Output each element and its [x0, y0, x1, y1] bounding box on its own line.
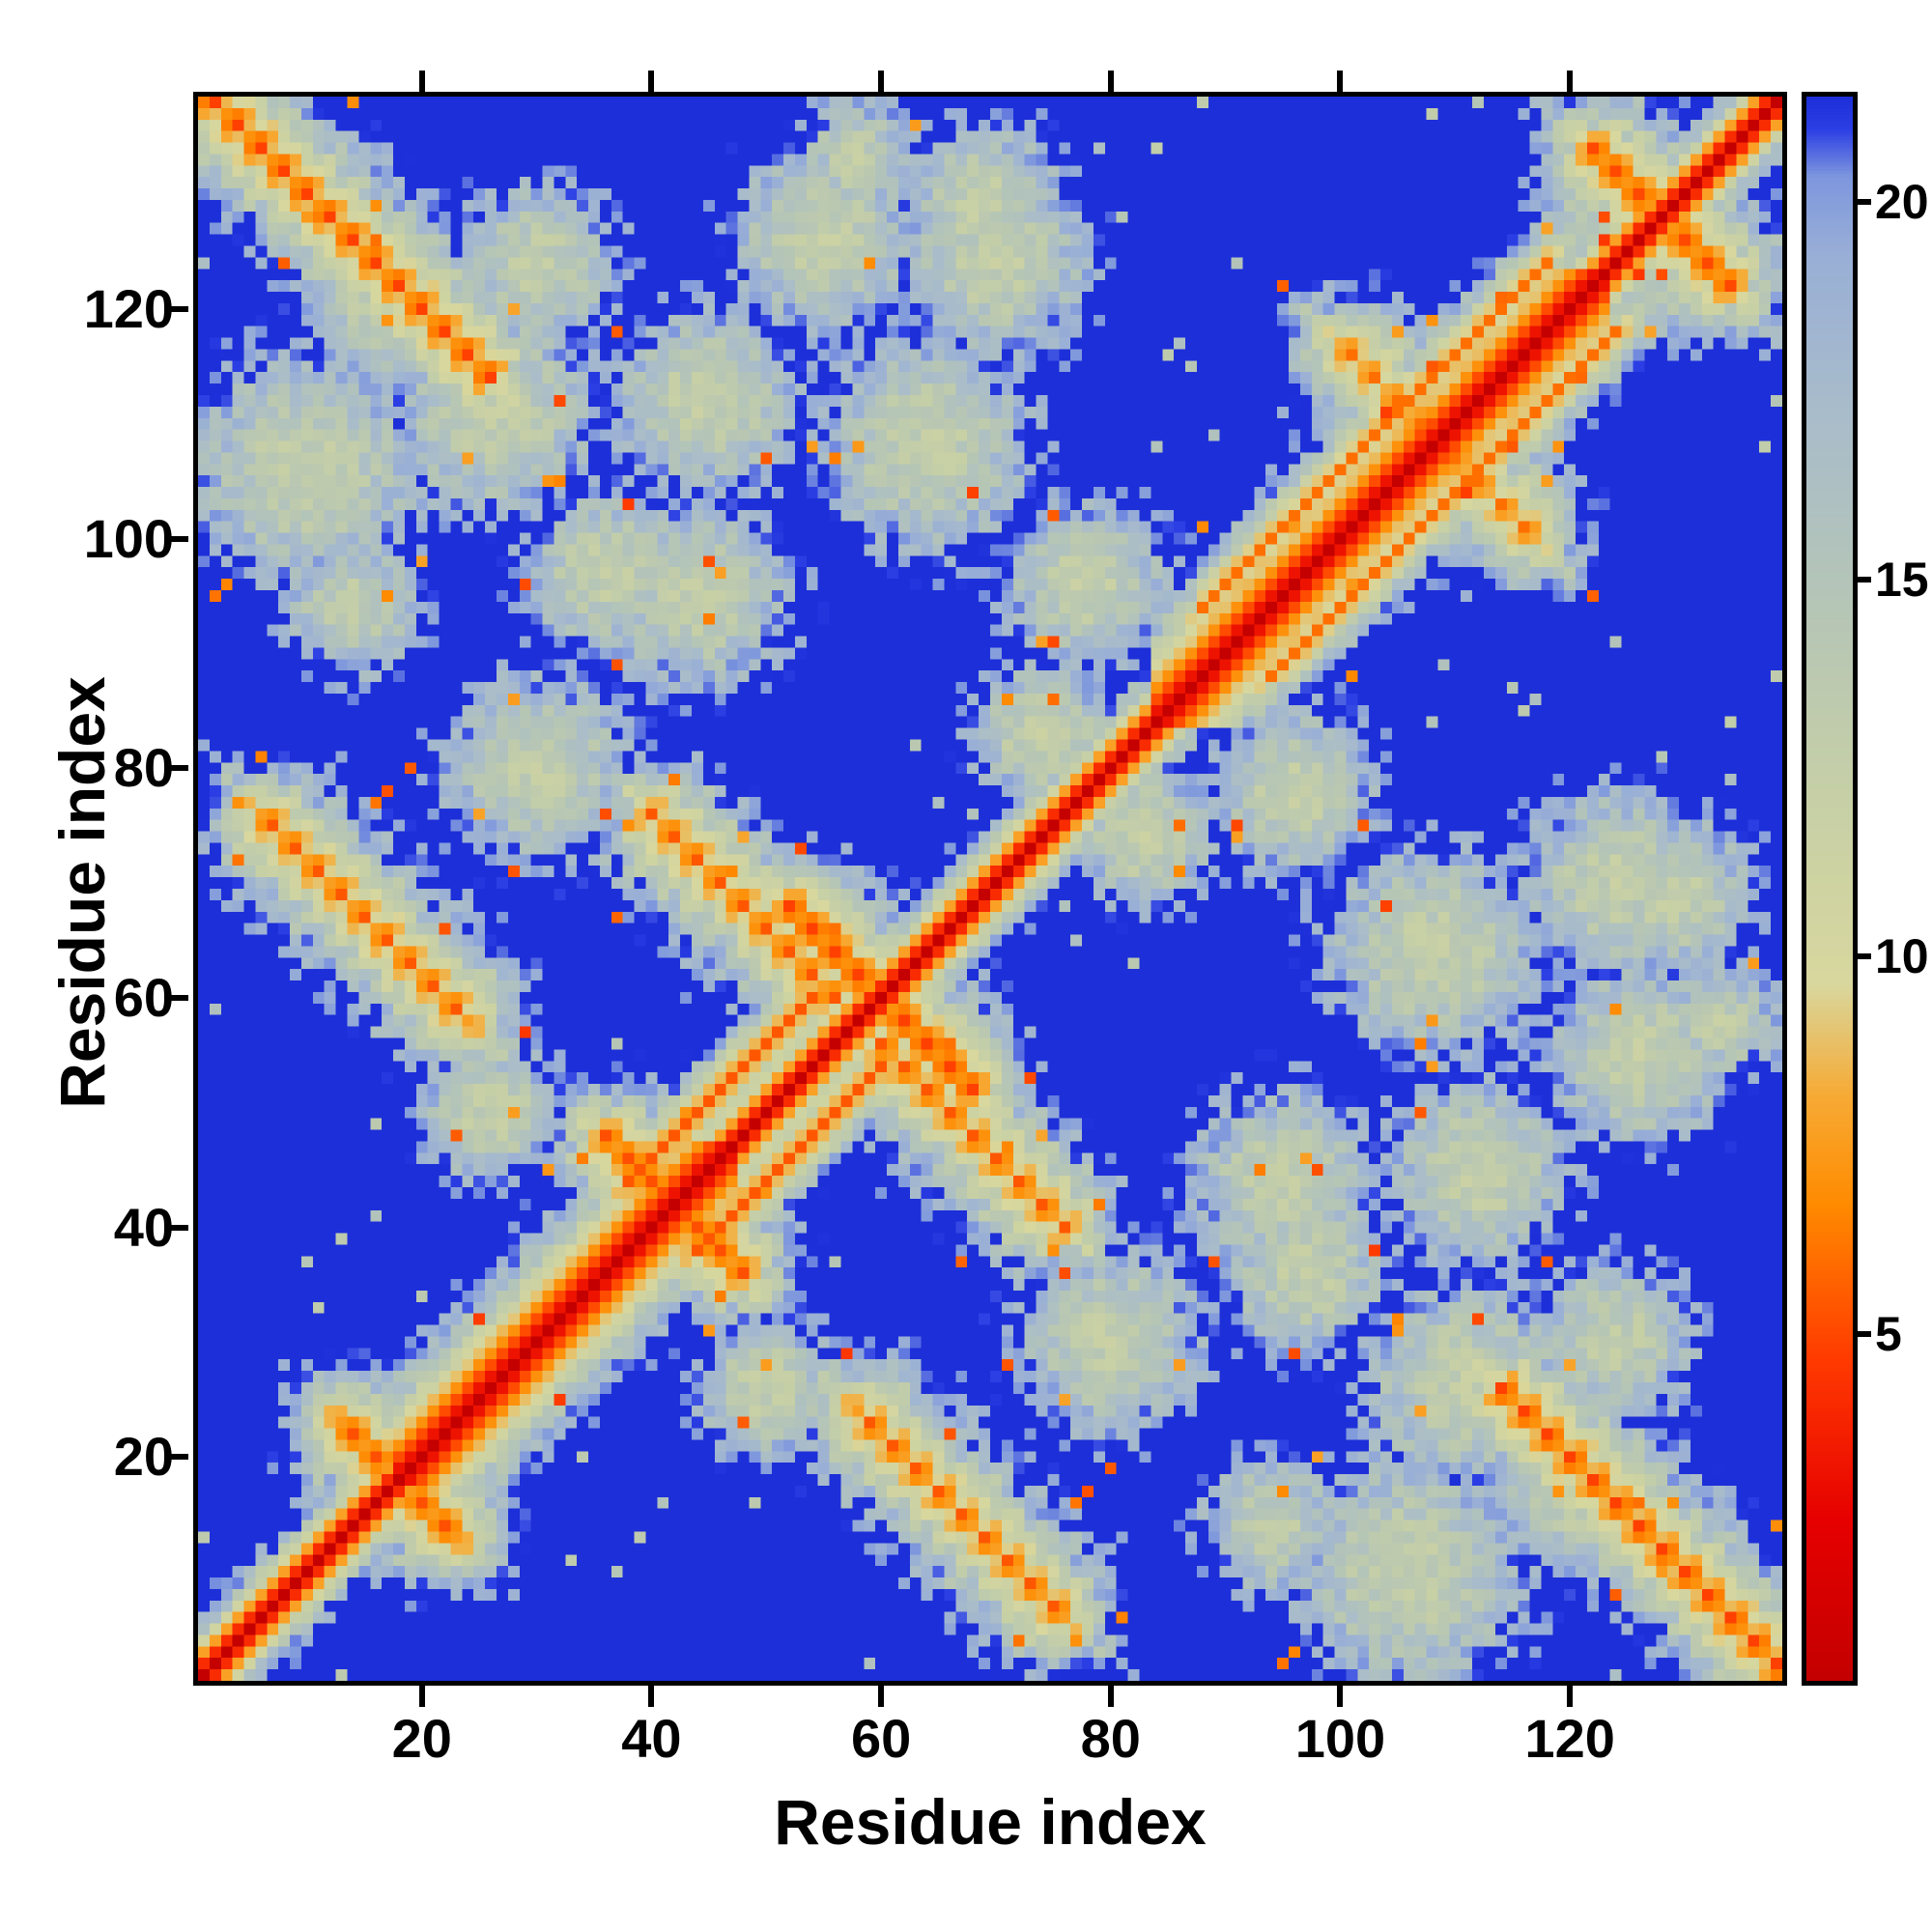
y-tick-mark: [167, 535, 188, 542]
colorbar-tick-label: 15: [1875, 552, 1929, 607]
y-tick-label: 120: [83, 277, 174, 339]
y-tick-mark: [167, 1454, 188, 1461]
colorbar-tick-mark: [1858, 576, 1871, 582]
x-tick-mark: [648, 1686, 655, 1707]
x-top-tick-mark: [1107, 71, 1114, 92]
x-tick-mark: [1337, 1686, 1344, 1707]
x-top-tick-mark: [878, 71, 885, 92]
x-axis-label: Residue index: [774, 1786, 1207, 1858]
x-top-tick-mark: [418, 71, 425, 92]
colorbar-tick-label: 5: [1875, 1306, 1902, 1361]
y-tick-mark: [167, 994, 188, 1001]
x-tick-label: 80: [1080, 1708, 1141, 1769]
y-tick-label: 60: [113, 966, 174, 1028]
x-top-tick-mark: [1337, 71, 1344, 92]
x-tick-label: 20: [391, 1708, 452, 1769]
x-tick-label: 60: [850, 1708, 912, 1769]
y-tick-mark: [167, 1224, 188, 1231]
x-top-tick-mark: [1567, 71, 1574, 92]
colorbar-tick-mark: [1858, 953, 1871, 960]
x-tick-label: 120: [1524, 1708, 1615, 1769]
colorbar-canvas: [1806, 97, 1853, 1681]
y-tick-label: 100: [83, 507, 174, 569]
colorbar-tick-label: 10: [1875, 929, 1929, 984]
y-tick-mark: [167, 765, 188, 772]
x-top-tick-mark: [648, 71, 655, 92]
x-tick-label: 40: [621, 1708, 682, 1769]
x-tick-mark: [878, 1686, 885, 1707]
x-tick-mark: [418, 1686, 425, 1707]
y-tick-label: 80: [113, 737, 174, 799]
heatmap-canvas: [198, 97, 1782, 1681]
y-tick-mark: [167, 305, 188, 312]
x-tick-mark: [1107, 1686, 1114, 1707]
y-tick-label: 20: [113, 1426, 174, 1488]
colorbar-tick-mark: [1858, 199, 1871, 206]
colorbar-tick-mark: [1858, 1330, 1871, 1337]
y-axis-label: Residue index: [46, 676, 118, 1109]
x-tick-mark: [1567, 1686, 1574, 1707]
colorbar-tick-label: 20: [1875, 175, 1929, 230]
y-tick-label: 40: [113, 1196, 174, 1258]
x-tick-label: 100: [1294, 1708, 1386, 1769]
